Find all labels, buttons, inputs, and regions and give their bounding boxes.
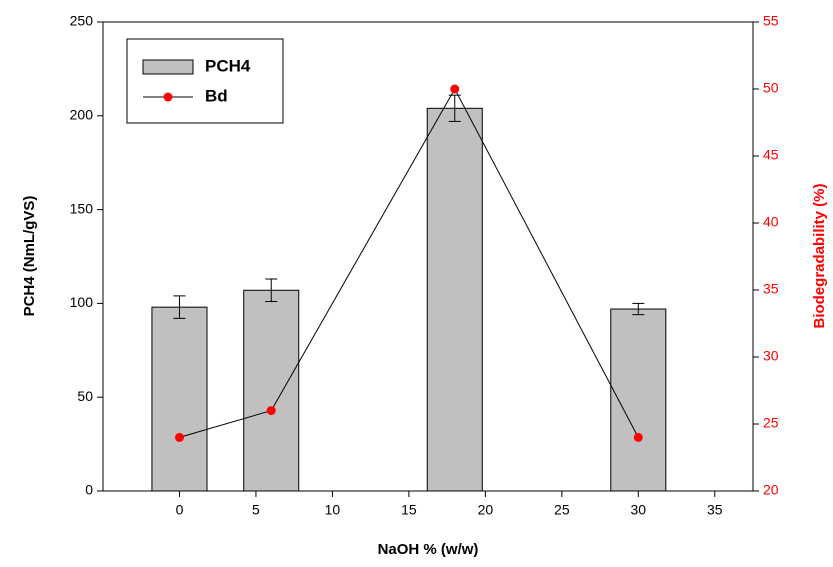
bar: [426, 107, 483, 492]
plot-frame: [102, 21, 754, 492]
y-tick-label: 50: [77, 388, 93, 404]
y-tick-label: 150: [70, 200, 94, 216]
x-tick-label: 30: [631, 502, 647, 518]
bar: [243, 289, 300, 492]
y2-tick-label: 25: [763, 415, 779, 431]
y2-axis-label: Biodegradability (%): [811, 183, 828, 328]
x-tick-label: 20: [478, 502, 494, 518]
legend-label: Bd: [205, 86, 228, 105]
legend-box: [126, 38, 284, 124]
bar: [151, 306, 208, 492]
y-tick-label: 100: [70, 294, 94, 310]
y2-tick-label: 35: [763, 281, 779, 297]
legend-marker: [163, 92, 173, 102]
x-tick-label: 0: [176, 502, 184, 518]
line: [179, 87, 639, 438]
y2-tick-label: 40: [763, 214, 779, 230]
x-tick-label: 25: [554, 502, 570, 518]
legend-label: PCH4: [205, 56, 251, 75]
y-tick-label: 0: [85, 482, 93, 498]
legend-swatch: [142, 59, 194, 75]
y2-tick-label: 30: [763, 348, 779, 364]
y2-tick-label: 45: [763, 147, 779, 163]
marker: [266, 406, 276, 416]
x-axis-label: NaOH % (w/w): [378, 541, 479, 558]
bar: [610, 308, 667, 492]
y-tick-label: 250: [70, 13, 94, 29]
x-tick-label: 5: [252, 502, 260, 518]
y-axis-label: PCH4 (NmL/gVS): [21, 196, 38, 317]
marker: [450, 84, 460, 94]
x-tick-label: 35: [707, 502, 723, 518]
y-tick-label: 200: [70, 107, 94, 123]
y2-tick-label: 55: [763, 13, 779, 29]
y2-tick-label: 50: [763, 80, 779, 96]
x-tick-label: 10: [325, 502, 341, 518]
x-tick-label: 15: [401, 502, 417, 518]
marker: [633, 432, 643, 442]
marker: [174, 432, 184, 442]
y2-tick-label: 20: [763, 482, 779, 498]
